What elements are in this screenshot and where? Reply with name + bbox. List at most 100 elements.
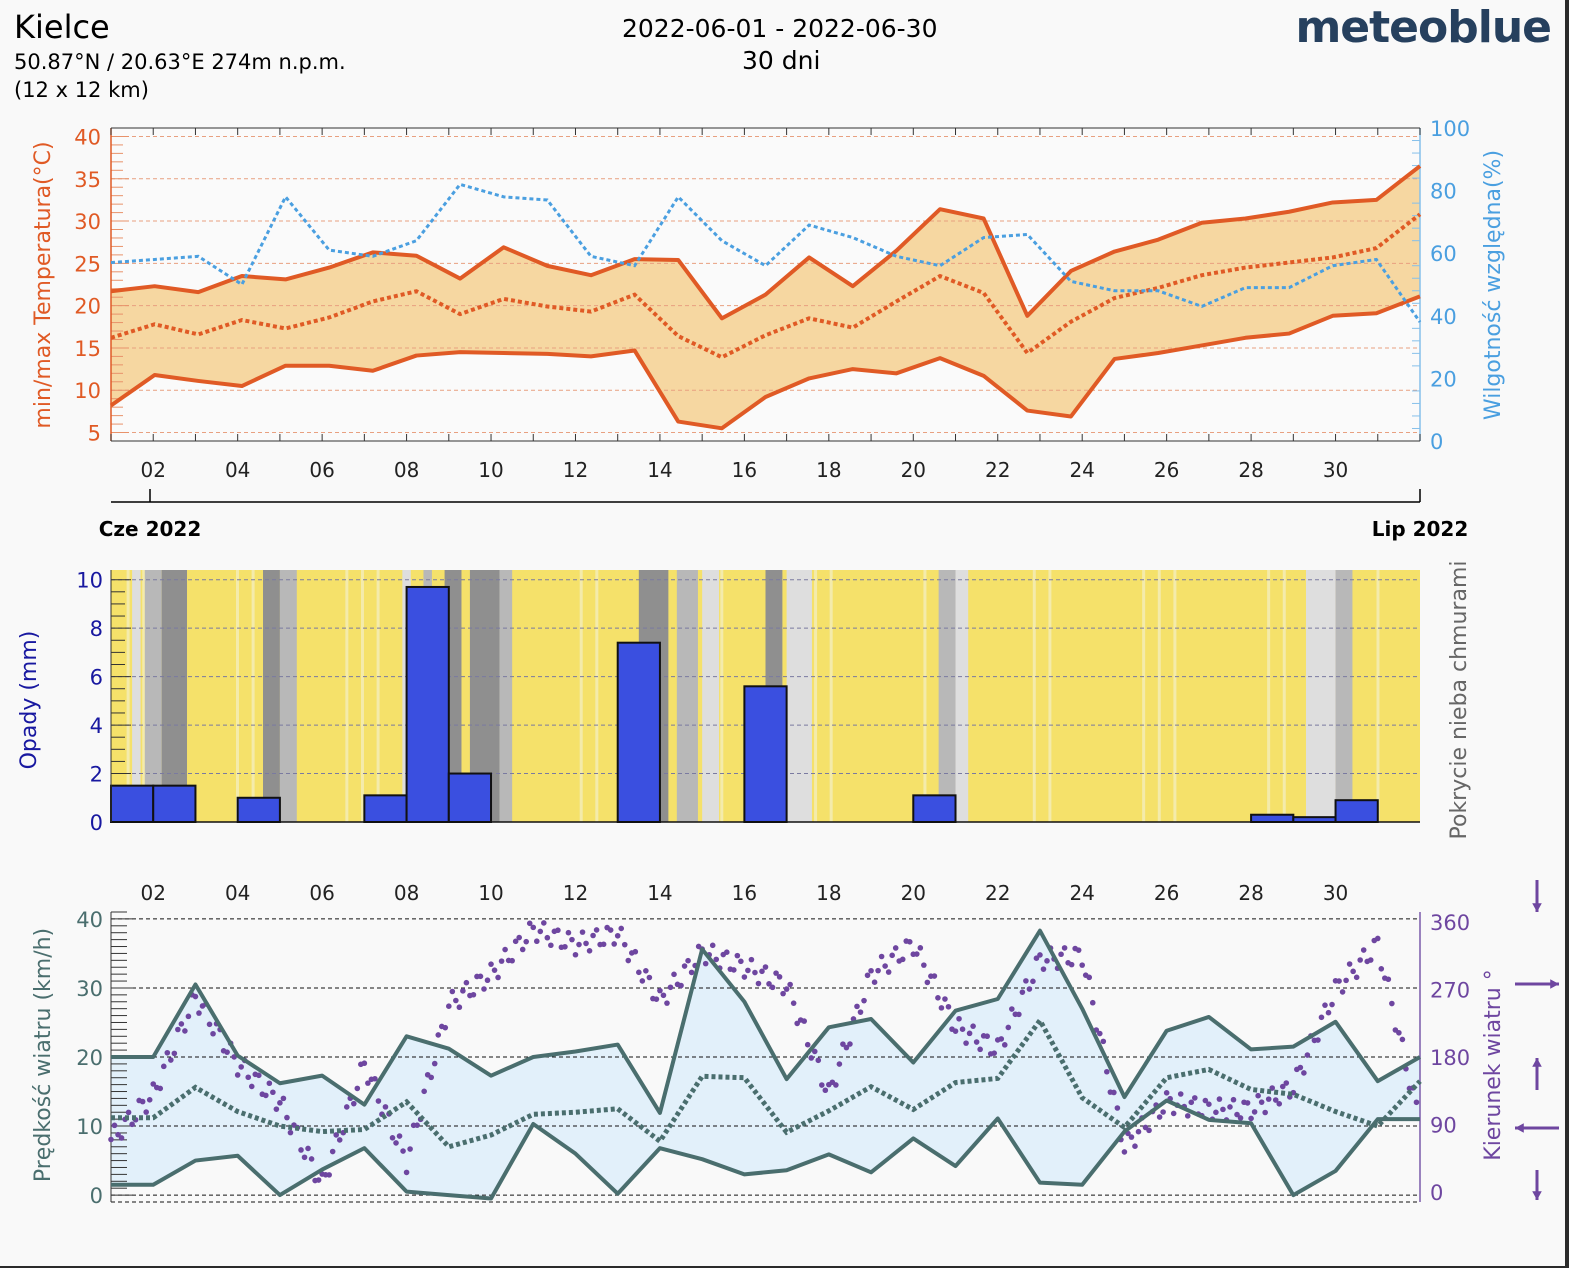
wind-direction-dot	[1156, 1114, 1163, 1120]
humidity-tick-label: 20	[1430, 367, 1457, 391]
wind-direction-dot	[365, 1080, 371, 1086]
wind-direction-dot	[234, 1072, 241, 1078]
humidity-tick-label: 40	[1430, 305, 1457, 329]
wind-x-tick-label: 16	[732, 881, 757, 905]
precip-tick-label: 10	[76, 569, 103, 593]
wind-direction-dot	[431, 1060, 438, 1067]
wind-direction-dot	[1374, 935, 1381, 942]
precip-bar	[743, 685, 788, 823]
wind-direction-dot	[1230, 1096, 1237, 1103]
wind-direction-dot	[185, 1013, 192, 1020]
cloud-cover-block	[938, 570, 956, 822]
wind-direction-dot	[671, 971, 677, 978]
wind-direction-dot	[305, 1145, 311, 1152]
wind-direction-dot	[1058, 951, 1064, 958]
wind-direction-dot	[819, 1082, 825, 1088]
wind-direction-dot	[794, 1020, 800, 1027]
wind-direction-dot	[857, 1009, 864, 1015]
wind-direction-dot	[569, 936, 575, 943]
north-wind-arrow-icon-head	[1532, 1191, 1542, 1200]
wind-direction-dot	[178, 1021, 185, 1027]
wind-direction-dot	[343, 1104, 350, 1110]
wind-direction-dot	[822, 1087, 829, 1094]
wind-direction-dot	[1301, 1070, 1307, 1076]
wind-direction-dot	[998, 1036, 1005, 1042]
precip-bar	[110, 784, 155, 824]
wind-direction-dot	[428, 1074, 435, 1081]
wind-direction-dot	[516, 934, 522, 941]
wind-direction-dot	[1297, 1064, 1304, 1071]
wind-direction-dot	[769, 984, 776, 991]
wind-direction-dot	[685, 957, 691, 964]
cloud-stripe	[1157, 570, 1161, 822]
cloud-cover-block	[702, 570, 720, 822]
wind-direction-dot	[442, 1024, 449, 1031]
wind-direction-dot	[991, 1050, 998, 1056]
wind-direction-dot	[456, 1004, 463, 1011]
wind-direction-dot	[709, 942, 716, 949]
south-wind-arrow-icon-head	[1532, 1058, 1542, 1067]
wind-direction-dot	[519, 946, 526, 953]
cloud-cover-block	[786, 570, 812, 822]
month-label-start: Cze 2022	[99, 517, 202, 541]
wind-direction-dot	[255, 1072, 262, 1079]
temp-tick-label: 40	[74, 125, 101, 149]
wind-direction-dot	[1089, 999, 1096, 1006]
wind-direction-dot	[787, 981, 793, 988]
wind-direction-dot	[917, 945, 924, 951]
wind-direction-dot	[646, 974, 653, 981]
wind-direction-dot	[963, 1040, 969, 1046]
temp-min-line	[109, 294, 1421, 431]
wind-direction-dot	[1040, 966, 1047, 972]
temp-x-tick-label: 26	[1154, 458, 1179, 482]
wind-direction-dot	[375, 1098, 382, 1104]
wind-direction-dot	[804, 1041, 811, 1048]
wind-direction-dot	[586, 948, 593, 954]
wind-direction-dot	[572, 951, 579, 958]
wind-direction-dot	[284, 1114, 290, 1121]
wind-direction-dot	[977, 1046, 983, 1053]
wind-direction-dot	[1353, 974, 1360, 981]
precip-bar	[405, 585, 450, 824]
humidity-tick-label: 80	[1430, 180, 1457, 204]
wind-direction-dot	[611, 941, 617, 947]
wind-direction-dot	[372, 1075, 378, 1082]
wind-dir-tick-label: 270	[1430, 979, 1470, 1003]
cloud-cover-block	[144, 570, 162, 822]
humidity-tick-label: 60	[1430, 242, 1457, 266]
wind-direction-dot	[1220, 1106, 1226, 1113]
cloud-stripe	[345, 570, 349, 822]
wind-direction-dot	[1339, 989, 1346, 995]
coordinates: 50.87°N / 20.63°E 274m n.p.m.	[14, 50, 346, 74]
wind-direction-dot	[1244, 1100, 1251, 1106]
precip-tick-label: 0	[90, 811, 103, 835]
wind-direction-dot	[576, 941, 582, 948]
wind-tick-label: 20	[76, 1046, 103, 1070]
wind-direction-dot	[171, 1050, 178, 1057]
wind-direction-dot	[885, 969, 892, 975]
precip-tick-label: 6	[90, 666, 103, 690]
wind-direction-dot	[1163, 1090, 1170, 1096]
wind-direction-dot	[164, 1049, 171, 1056]
wind-direction-dot	[1279, 1083, 1286, 1090]
wind-direction-dot	[840, 1041, 846, 1047]
wind-direction-dot	[1399, 1036, 1406, 1043]
wind-direction-dot	[952, 1028, 959, 1034]
wind-direction-dot	[523, 938, 530, 945]
wind-max-line	[111, 928, 1421, 1115]
wind-direction-dot	[1068, 961, 1075, 968]
wind-direction-dot	[833, 1082, 839, 1088]
wind-direction-dot	[942, 996, 948, 1002]
wind-direction-dot	[1128, 1134, 1135, 1140]
wind-direction-dot	[565, 929, 572, 936]
temp-tick-label: 10	[74, 379, 101, 403]
cloud-stripe	[1032, 570, 1036, 822]
wind-direction-dot	[1318, 1014, 1325, 1021]
wind-direction-dot	[1079, 962, 1085, 968]
wind-direction-dot	[1177, 1091, 1184, 1097]
wind-direction-dot	[864, 972, 871, 979]
cloud-stripe	[579, 570, 583, 822]
wind-x-tick-label: 04	[225, 881, 250, 905]
wind-direction-dot	[1100, 1038, 1107, 1045]
